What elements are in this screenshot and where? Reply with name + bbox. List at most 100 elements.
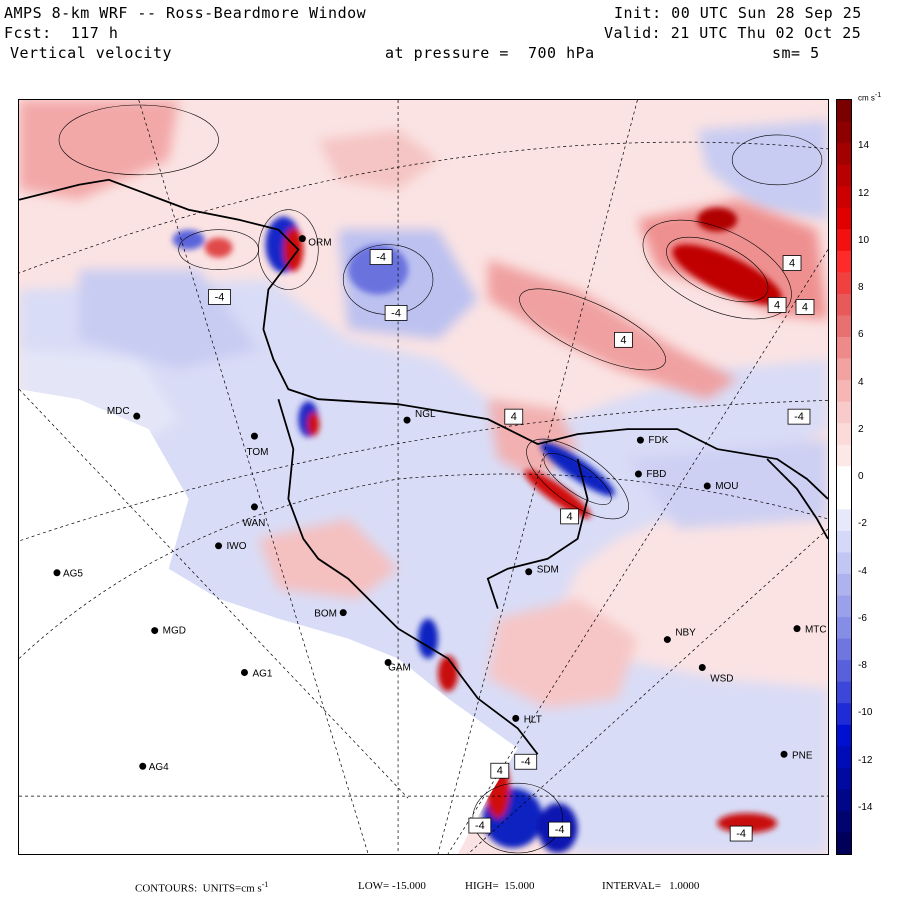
colorbar-swatch (837, 293, 851, 316)
station-iwo: IWO (215, 541, 247, 552)
station-mou: MOU (703, 481, 738, 492)
colorbar-tick-label: 8 (858, 282, 864, 293)
station-tom: TOM (246, 432, 268, 458)
colorbar-swatch (837, 336, 851, 360)
colorbar-swatch (837, 767, 851, 790)
station-ag4: AG4 (139, 762, 169, 773)
colorbar-swatch (837, 315, 851, 338)
pressure-level: at pressure = 700 hPa (385, 44, 595, 62)
colorbar-swatch (837, 401, 851, 424)
coastline (19, 178, 828, 755)
colorbar-tick-label: -6 (858, 612, 867, 624)
station-orm: ORM (298, 235, 332, 249)
station-mgd: MGD (151, 626, 186, 637)
colorbar-tick-label: 0 (858, 471, 864, 482)
map-title: AMPS 8-km WRF -- Ross-Beardmore Window (4, 4, 367, 22)
svg-text:4: 4 (620, 334, 626, 346)
svg-text:-4: -4 (521, 756, 531, 768)
station-ag5: AG5 (53, 569, 83, 580)
colorbar-swatch (837, 229, 851, 252)
contour-label: -4 (787, 408, 811, 425)
colorbar-swatch (837, 444, 851, 467)
station-markers: MDC NGL FDK FBD MOU IWO AG5 SDM BOM MGD … (53, 235, 827, 773)
svg-text:WSD: WSD (710, 673, 733, 684)
station-fdk: FDK (636, 435, 669, 446)
svg-text:-4: -4 (794, 411, 804, 423)
colorbar-swatch (837, 703, 851, 726)
vertical-velocity-map: -4 -4 -4 4 4 4 4 -4 4 -4 -4 -4 4 -4 4 MD… (18, 99, 829, 855)
svg-text:MTC: MTC (805, 625, 827, 636)
svg-text:4: 4 (774, 299, 780, 311)
forecast-hour: Fcst: 117 h (4, 24, 119, 42)
colorbar-tick-label: 12 (858, 187, 870, 199)
colorbar-swatch (837, 595, 851, 618)
contour-label: -4 (514, 753, 538, 770)
colorbar-swatch (837, 121, 851, 144)
station-pne: PNE (780, 750, 813, 761)
colorbar-tick-label: 4 (858, 376, 864, 388)
colorbar-swatch (837, 638, 851, 661)
svg-text:MGD: MGD (163, 626, 186, 637)
colorbar-tick-label: -4 (858, 565, 867, 577)
colorbar-tick-label: -10 (858, 707, 873, 719)
contour-label: -4 (729, 825, 753, 842)
station-hlt: HLT (512, 714, 542, 725)
station-wan: WAN (242, 503, 265, 529)
station-fbd: FBD (634, 469, 666, 480)
colorbar-swatch (837, 250, 851, 273)
colorbar-tick-label: 14 (858, 140, 870, 152)
colorbar-swatch (837, 552, 851, 575)
colorbar-swatch (837, 660, 851, 683)
colorbar-swatch (837, 746, 851, 769)
colorbar-swatch (837, 810, 851, 833)
svg-text:NBY: NBY (675, 628, 696, 639)
contour-label: -4 (369, 249, 393, 265)
colorbar-swatch (837, 832, 851, 854)
station-gam: GAM (384, 659, 411, 673)
svg-text:NGL: NGL (415, 409, 436, 420)
svg-text:-4: -4 (215, 291, 225, 303)
colorbar-tick-label: 2 (858, 423, 864, 435)
plateau-no-data (19, 389, 518, 854)
station-sdm: SDM (525, 565, 559, 576)
svg-text:4: 4 (802, 301, 808, 313)
svg-text:4: 4 (511, 411, 517, 423)
footer-contours: CONTOURS: UNITS=cm s-1 (135, 880, 269, 895)
contour-label-group: -4 -4 -4 4 4 4 4 -4 4 -4 -4 -4 4 -4 4 (208, 249, 815, 842)
station-ngl: NGL (403, 409, 436, 424)
contour-label: -4 (384, 305, 408, 321)
svg-text:TOM: TOM (246, 447, 268, 458)
footer-interval: INTERVAL= 1.0000 (602, 880, 700, 892)
contour-label: 4 (614, 331, 633, 348)
svg-text:MOU: MOU (715, 481, 738, 492)
station-mtc: MTC (793, 625, 827, 636)
colorbar-swatch (837, 207, 851, 230)
svg-text:-4: -4 (391, 307, 401, 319)
svg-text:WAN: WAN (242, 518, 265, 529)
svg-text:AG4: AG4 (149, 762, 169, 773)
svg-text:ORM: ORM (308, 238, 331, 249)
colorbar-swatch (837, 617, 851, 640)
colorbar-swatch (837, 164, 851, 187)
smoothing-value: sm= 5 (772, 44, 820, 62)
colorbar-swatch (837, 380, 851, 403)
colorbar-swatch (837, 509, 851, 532)
colorbar-swatch (837, 358, 851, 381)
colorbar-swatch (837, 272, 851, 295)
colorbar-swatch (837, 487, 851, 510)
svg-text:SDM: SDM (537, 565, 559, 576)
svg-text:-4: -4 (475, 820, 485, 832)
colorbar-swatch (837, 100, 851, 123)
colorbar-swatch (837, 573, 851, 596)
colorbar-tick-label: 6 (858, 329, 864, 341)
svg-text:-4: -4 (736, 828, 746, 840)
contour-label: 4 (795, 299, 815, 315)
contour-label: 4 (560, 508, 579, 525)
colorbar-swatch (837, 466, 851, 489)
station-bom: BOM (314, 609, 347, 620)
color-bar (836, 99, 852, 855)
contour-label: 4 (504, 408, 524, 425)
svg-text:FDK: FDK (648, 435, 668, 446)
footer-low: LOW= -15.000 (358, 880, 426, 892)
svg-text:IWO: IWO (227, 541, 247, 552)
